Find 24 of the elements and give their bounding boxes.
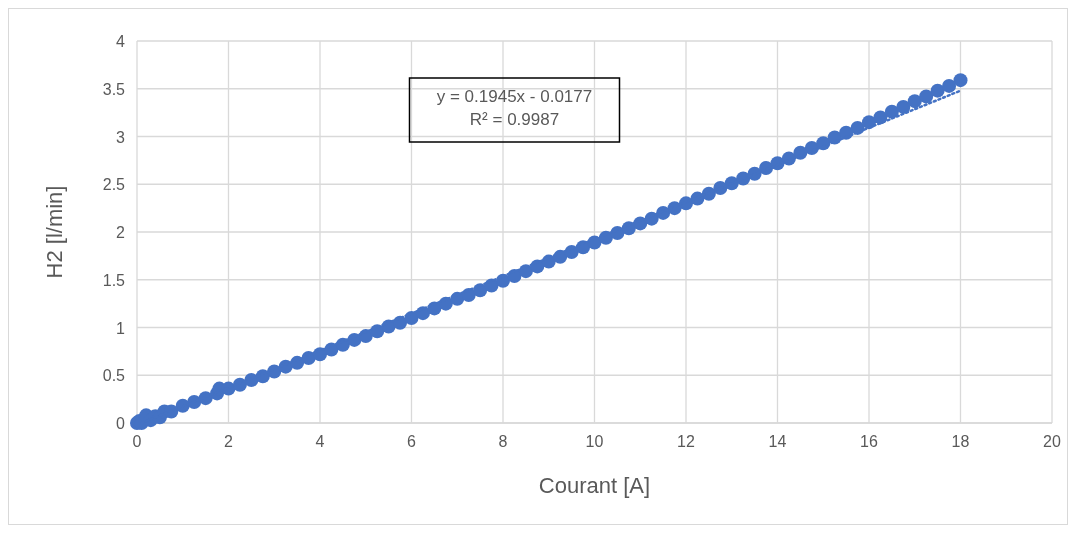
- y-tick-label: 2.5: [102, 176, 126, 194]
- annotation: R² = 0.9987: [469, 110, 560, 129]
- y-tick-label: 0.5: [102, 367, 126, 385]
- y-tick-label: 2: [116, 224, 126, 241]
- x-axis-title: Courant [A]: [538, 473, 651, 498]
- y-tick-label: 3.5: [102, 80, 126, 98]
- x-tick-label: 0: [132, 433, 142, 450]
- x-tick-label: 20: [1043, 433, 1061, 450]
- y-tick-label: 1: [116, 319, 126, 337]
- x-tick-label: 12: [677, 433, 695, 450]
- y-tick-label: 3: [116, 128, 126, 146]
- y-axis-title: H2 [l/min]: [42, 185, 67, 279]
- x-tick-label: 8: [498, 433, 508, 450]
- y-tick-label: 1.5: [102, 271, 126, 289]
- x-tick-label: 10: [585, 433, 604, 450]
- x-tick-label: 16: [860, 433, 878, 450]
- y-tick-label: 4: [116, 33, 126, 50]
- x-tick-label: 2: [224, 433, 234, 450]
- x-tick-label: 14: [768, 433, 787, 450]
- x-tick-label: 4: [315, 433, 325, 450]
- annotation: y = 0.1945x - 0.0177: [436, 87, 593, 106]
- y-tick-label: 0: [116, 415, 126, 432]
- x-tick-label: 18: [951, 433, 970, 450]
- x-tick-label: 6: [407, 433, 417, 450]
